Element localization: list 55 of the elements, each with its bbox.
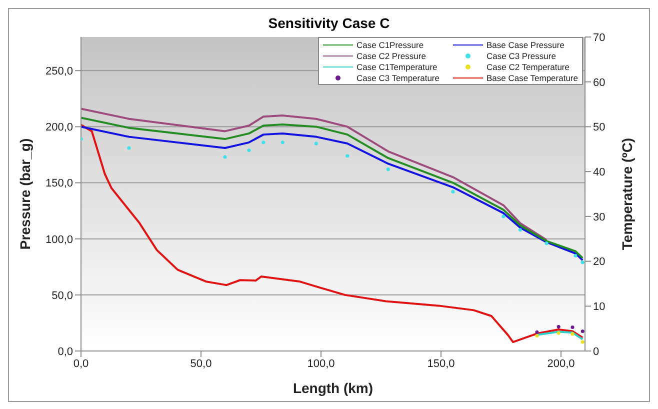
y-tick-label: 250,0: [45, 66, 73, 78]
y-tick-label: 150,0: [45, 178, 73, 190]
point: [451, 190, 455, 194]
chart-title: Sensitivity Case C: [267, 15, 391, 31]
point: [535, 330, 539, 334]
y2-tick-label: 60: [593, 76, 606, 89]
point: [262, 140, 266, 144]
point: [535, 334, 539, 338]
legend-label: Case C1Pressure: [356, 40, 424, 50]
legend-label: Base Case Temperature: [486, 72, 578, 82]
legend-label: Case C3 Pressure: [486, 50, 556, 60]
x-axis-title: Length (km): [292, 380, 374, 396]
y2-tick-label: 20: [593, 256, 606, 268]
point: [580, 340, 584, 344]
y2-tick-label: 70: [593, 32, 606, 44]
x-tick-label: 100,0: [307, 358, 335, 370]
x-tick-label: 0,0: [73, 358, 89, 370]
y2-axis-title: Temperature (ºC): [618, 138, 635, 250]
x-tick-label: 200,0: [547, 358, 575, 370]
point: [127, 146, 131, 150]
y2-tick-label: 40: [593, 166, 606, 178]
point: [556, 324, 560, 329]
y-tick-label: 100,0: [45, 234, 73, 246]
y-tick-label: 0,0: [58, 346, 73, 358]
x-tick-label: 50,0: [190, 358, 212, 370]
y2-tick-label: 10: [593, 301, 606, 314]
y-tick-label: 200,0: [45, 122, 73, 134]
x-tick-label: 150,0: [427, 358, 455, 370]
point: [570, 325, 574, 330]
point: [386, 168, 390, 172]
point: [314, 142, 318, 146]
y-tick-label: 50,0: [52, 290, 73, 302]
y2-tick-label: 0: [593, 346, 600, 358]
point: [518, 228, 522, 232]
legend-label: Case C3 Temperature: [356, 72, 440, 82]
point: [247, 148, 251, 152]
line-series: [81, 124, 584, 344]
point: [544, 242, 548, 246]
y-axis-title: Pressure (bar_g): [16, 138, 33, 250]
point: [223, 155, 227, 159]
y2-tick-label: 50: [593, 122, 606, 134]
y2-tick-label: 30: [593, 211, 606, 224]
legend-label: Case C1Temperature: [356, 62, 438, 72]
point: [570, 332, 574, 336]
point: [556, 331, 560, 335]
point: [574, 254, 578, 258]
legend-label: Case C2 Temperature: [486, 62, 570, 72]
legend-label: Case C2 Pressure: [356, 50, 426, 60]
line-series: [81, 108, 548, 241]
point: [346, 154, 350, 158]
legend-label: Base Case Pressure: [486, 40, 564, 50]
point: [580, 329, 584, 334]
point: [280, 140, 284, 144]
point: [502, 214, 506, 218]
point: [580, 260, 584, 264]
